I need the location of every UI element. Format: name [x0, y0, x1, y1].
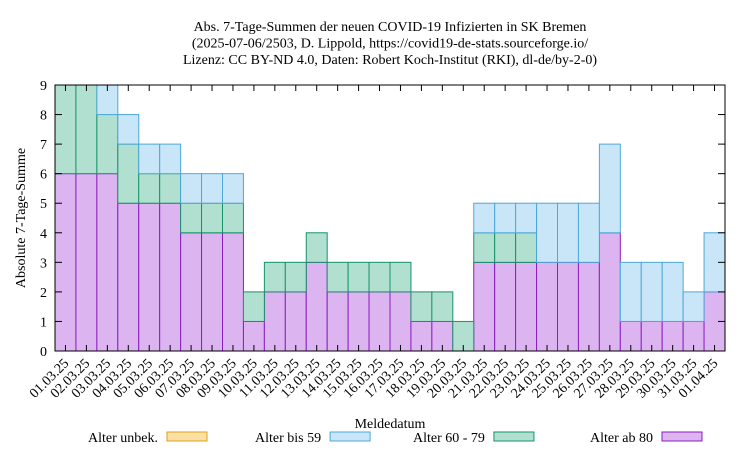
y-tick-label: 0: [40, 345, 47, 360]
bar-segment: [138, 143, 161, 175]
legend-label: Alter unbek.: [88, 431, 158, 446]
bar-segment: [598, 232, 621, 352]
chart-title-line: Lizenz: CC BY-ND 4.0, Daten: Robert Koch…: [183, 53, 597, 68]
bar-segment: [577, 261, 600, 352]
y-tick-label: 9: [40, 79, 47, 94]
y-tick-label: 2: [40, 286, 47, 301]
bar-segment: [515, 232, 538, 263]
bar-segment: [515, 261, 538, 352]
bar-segment: [284, 291, 307, 352]
y-tick-label: 4: [40, 227, 47, 242]
legend-label: Alter bis 59: [255, 431, 321, 446]
bar-segment: [222, 232, 244, 352]
y-tick-label: 1: [40, 315, 47, 330]
bar-segment: [598, 143, 621, 234]
bar-segment: [473, 202, 496, 234]
legend-swatch: [493, 431, 535, 442]
bar-segment: [75, 173, 98, 352]
bar-segment: [494, 232, 517, 263]
y-tick-label: 3: [40, 256, 47, 271]
bar-segment: [305, 261, 328, 352]
bar-segment: [54, 84, 77, 175]
bar-segment: [368, 291, 391, 352]
bar-segment: [494, 202, 517, 234]
y-tick-label: 8: [40, 109, 47, 124]
y-axis-label: Absolute 7-Tage-Summe: [14, 148, 29, 288]
chart-title: Abs. 7-Tage-Summen der neuen COVID-19 In…: [183, 20, 597, 68]
bar-segment: [284, 261, 307, 293]
bar-segment: [347, 291, 370, 352]
bar-segment: [75, 84, 98, 175]
bar-segment: [96, 173, 119, 352]
x-axis-label: Meldedatum: [355, 417, 426, 432]
y-tick-label: 6: [40, 168, 47, 183]
bar-segment: [138, 202, 161, 352]
bar-segment: [117, 202, 140, 352]
bar-segment: [515, 202, 538, 234]
bar-segment: [117, 143, 140, 204]
legend-label: Alter ab 80: [590, 431, 653, 446]
legend-swatch: [329, 431, 371, 442]
bar-segment: [389, 291, 412, 352]
bar-segment: [557, 261, 579, 352]
bar-segment: [536, 261, 558, 352]
chart-title-line: (2025-07-06/2503, D. Lippold, https://co…: [192, 37, 588, 52]
y-tick-label: 7: [40, 138, 47, 153]
bars: [54, 84, 726, 352]
bar-segment: [180, 202, 203, 234]
bar-segment: [180, 232, 203, 352]
bar-segment: [473, 232, 496, 263]
bar-segment: [577, 202, 600, 263]
legend-swatch: [661, 431, 703, 442]
bar-segment: [682, 291, 705, 322]
bar-segment: [201, 202, 223, 234]
legend: Alter unbek. Alter bis 59 Alter 60 - 79 Alt…: [88, 431, 703, 446]
bar-segment: [96, 114, 119, 175]
bar-segment: [431, 291, 454, 322]
bar-segment: [222, 173, 244, 204]
bar-segment: [494, 261, 517, 352]
bar-segment: [263, 291, 286, 352]
bar-segment: [557, 202, 579, 263]
bar-segment: [305, 232, 328, 263]
bar-segment: [410, 291, 433, 322]
bar-segment: [326, 291, 349, 352]
bar-segment: [389, 261, 412, 293]
bar-segment: [326, 261, 349, 293]
bar-segment: [640, 261, 663, 322]
bar-segment: [263, 261, 286, 293]
bar-segment: [347, 261, 370, 293]
bar-segment: [368, 261, 391, 293]
bar-segment: [201, 232, 223, 352]
bar-segment: [138, 173, 161, 204]
bar-segment: [159, 202, 182, 352]
legend-label: Alter 60 - 79: [413, 431, 485, 446]
bar-segment: [473, 261, 496, 352]
chart-title-line: Abs. 7-Tage-Summen der neuen COVID-19 In…: [194, 20, 587, 35]
bar-segment: [661, 261, 684, 322]
y-axis: 0 1 2 3 4 5 6 7 8 9: [40, 79, 725, 360]
bar-segment: [222, 202, 244, 234]
bar-segment: [159, 143, 182, 175]
y-tick-label: 5: [40, 197, 47, 212]
bar-segment: [180, 173, 203, 204]
plot-frame: [54, 84, 726, 352]
bar-segment: [242, 291, 265, 322]
bar-segment: [201, 173, 223, 204]
bar-segment: [117, 114, 140, 145]
legend-swatch: [166, 431, 208, 442]
bar-segment: [159, 173, 182, 204]
bar-segment: [619, 261, 642, 322]
bar-segment: [536, 202, 558, 263]
